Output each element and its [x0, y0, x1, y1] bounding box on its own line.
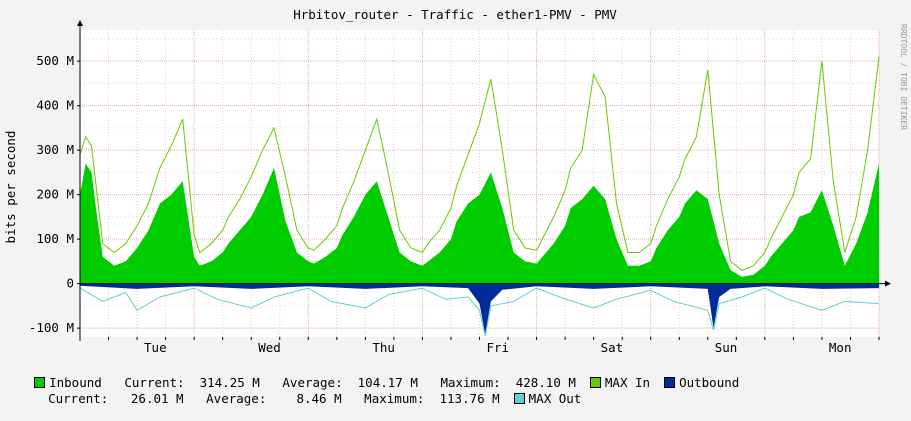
- y-axis-label: bits per second: [3, 131, 18, 244]
- y-tick-label: 200 M: [36, 187, 74, 202]
- x-tick-label: Thu: [372, 340, 395, 355]
- x-tick-label: Tue: [144, 340, 167, 355]
- x-tick-labels: Tue Wed Thu Fri Sat Sun Mon: [144, 340, 851, 355]
- series-line-max-out: [79, 287, 880, 337]
- y-tick-label: 500 M: [36, 53, 74, 68]
- chart-stage: Hrbitov_router - Traffic - ether1-PMV - …: [3, 7, 908, 406]
- legend-swatch-max-in: [589, 377, 601, 388]
- y-tick-label: 400 M: [36, 98, 74, 113]
- x-tick-label: Fri: [486, 340, 509, 355]
- legend-inbound: Inbound Current: 314.25 M Average: 104.1…: [34, 375, 576, 390]
- legend-outbound: Outbound: [650, 375, 739, 390]
- x-tick-label: Wed: [258, 340, 281, 355]
- legend-max-in-text: MAX In: [604, 375, 651, 390]
- series-layer: [79, 56, 880, 337]
- y-tick-label: -100 M: [29, 320, 74, 335]
- series-area-inbound: [80, 163, 879, 284]
- legend-swatch-outbound: [664, 377, 676, 388]
- legend-swatch-inbound: [34, 377, 46, 388]
- chart-title: Hrbitov_router - Traffic - ether1-PMV - …: [293, 7, 617, 22]
- series-area-outbound: [80, 283, 879, 335]
- legend-outbound-stats: Current: 26.01 M Average: 8.46 M Maximum…: [48, 391, 500, 406]
- y-axis-arrow: [77, 20, 83, 26]
- series-line-max-in: [79, 56, 880, 271]
- legend-max-in: MAX In: [576, 375, 650, 390]
- legend-row-2: Current: 26.01 M Average: 8.46 M Maximum…: [18, 376, 581, 421]
- y-tick-label: 100 M: [36, 231, 74, 246]
- y-tick-label: 300 M: [36, 142, 74, 157]
- legend-outbound-text: Outbound: [679, 375, 740, 390]
- legend-max-out: MAX Out: [500, 391, 582, 406]
- traffic-chart: Hrbitov_router - Traffic - ether1-PMV - …: [3, 7, 908, 355]
- watermark: RRDTOOL / TOBI OETIKER: [899, 24, 908, 130]
- x-tick-label: Sun: [715, 340, 738, 355]
- y-tick-label: 0: [66, 276, 74, 291]
- x-tick-label: Mon: [829, 340, 852, 355]
- x-axis-arrow: [885, 280, 891, 287]
- legend-swatch-max-out: [513, 393, 525, 404]
- legend-row-1: Inbound Current: 314.25 M Average: 104.1…: [4, 360, 739, 405]
- legend-max-out-text: MAX Out: [528, 391, 582, 406]
- y-tick-labels: -100 M 0 100 M 200 M 300 M 400 M 500 M: [29, 53, 74, 335]
- axes: [77, 20, 891, 341]
- x-tick-label: Sat: [601, 340, 624, 355]
- legend-inbound-text: Inbound Current: 314.25 M Average: 104.1…: [49, 375, 576, 390]
